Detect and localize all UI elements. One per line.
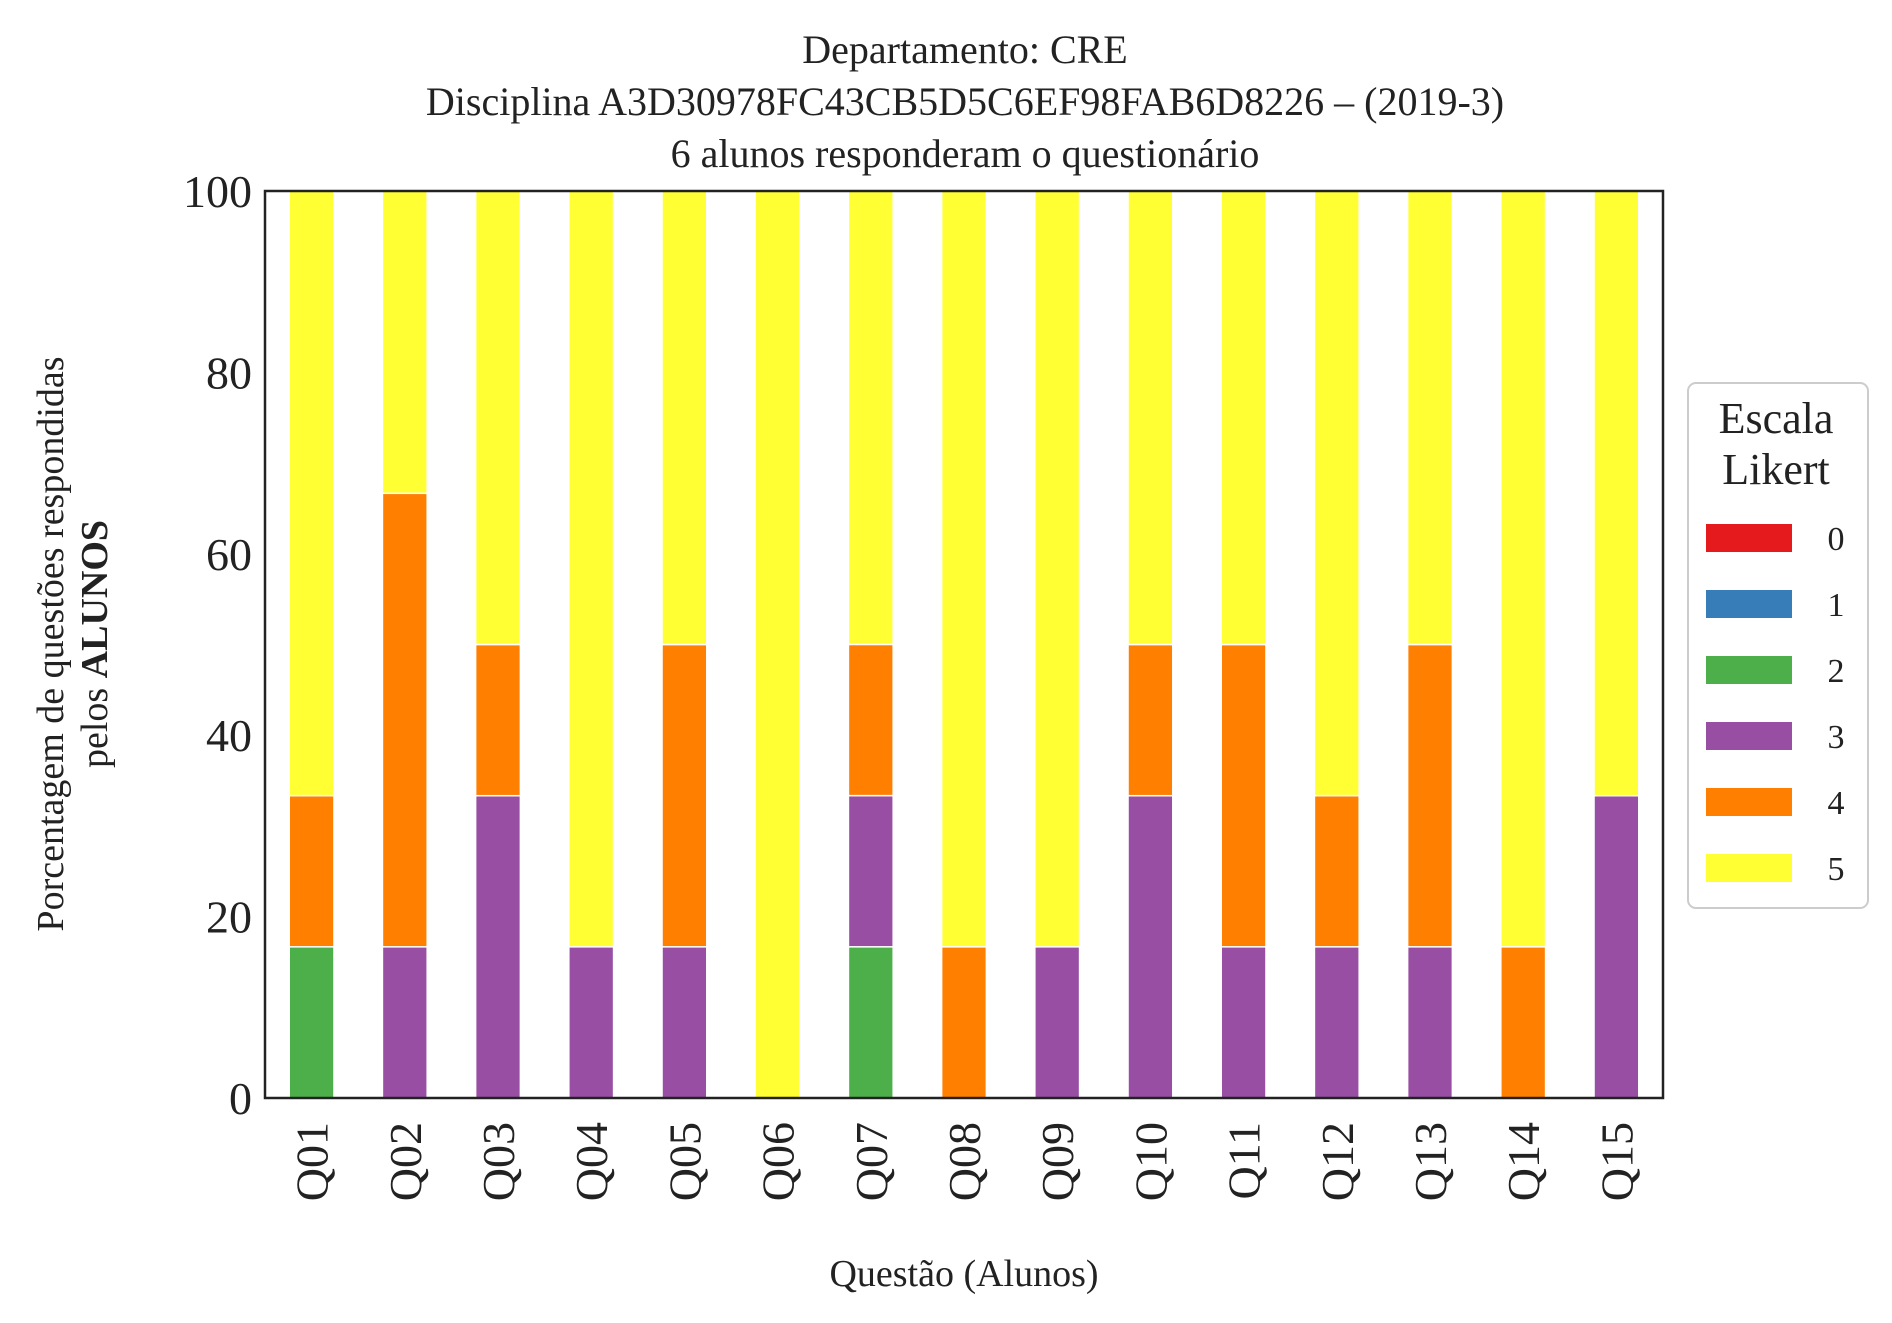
x-tick-label-q11: Q11 <box>1219 1122 1270 1200</box>
x-tick-label-q04: Q04 <box>566 1122 617 1201</box>
x-tick-label-q08: Q08 <box>939 1122 990 1201</box>
legend-swatch-0 <box>1706 524 1792 552</box>
bar-q14-likert-5 <box>1500 190 1547 948</box>
y-axis-label-prefix: pelos <box>74 678 116 768</box>
bar-q08-likert-4 <box>940 946 988 1099</box>
bar-q01-likert-4 <box>288 794 335 948</box>
bar-q03-likert-4 <box>474 643 522 797</box>
x-tick-label-q14: Q14 <box>1498 1122 1549 1201</box>
bar-q09-likert-3 <box>1034 946 1081 1099</box>
bar-q04-likert-3 <box>568 946 615 1099</box>
y-tick-label-80: 80 <box>206 347 252 398</box>
legend-swatch-2 <box>1706 656 1792 684</box>
legend-swatch-1 <box>1706 590 1792 618</box>
bar-q10-likert-5 <box>1127 190 1174 646</box>
bar-q13-likert-4 <box>1406 643 1454 948</box>
bar-q11-likert-3 <box>1220 946 1267 1099</box>
y-axis-label-bold: ALUNOS <box>74 520 116 678</box>
bar-q07-likert-2 <box>847 946 894 1099</box>
bar-q08-likert-5 <box>940 190 988 948</box>
legend-label-4: 4 <box>1828 785 1845 822</box>
legend-label-0: 0 <box>1828 521 1845 558</box>
x-tick-label-q03: Q03 <box>473 1122 524 1201</box>
bar-q03-likert-5 <box>474 190 522 646</box>
y-tick-label-20: 20 <box>206 892 252 943</box>
bar-q04-likert-5 <box>568 190 615 948</box>
legend-label-2: 2 <box>1828 653 1845 690</box>
y-tick-label-100: 100 <box>183 166 252 217</box>
x-tick-label-q09: Q09 <box>1032 1122 1083 1201</box>
bar-q02-likert-3 <box>381 946 428 1099</box>
x-tick-label-q13: Q13 <box>1405 1122 1456 1201</box>
bar-q05-likert-4 <box>661 643 708 948</box>
y-axis: 0 20 40 60 80 100 <box>183 166 252 1124</box>
bar-q01-likert-5 <box>288 190 335 797</box>
x-tick-label-q06: Q06 <box>753 1122 804 1201</box>
bar-q15-likert-5 <box>1593 190 1640 797</box>
title-line-2: Disciplina A3D30978FC43CB5D5C6EF98FAB6D8… <box>426 79 1504 124</box>
bar-q05-likert-3 <box>661 946 708 1099</box>
y-tick-label-0: 0 <box>229 1073 252 1124</box>
bar-q05-likert-5 <box>661 190 708 646</box>
bar-q10-likert-3 <box>1127 794 1174 1099</box>
bar-q14-likert-4 <box>1500 946 1547 1099</box>
bar-q06-likert-5 <box>754 190 801 1099</box>
x-tick-label-q07: Q07 <box>846 1122 897 1201</box>
y-tick-label-40: 40 <box>206 710 252 761</box>
bar-q12-likert-4 <box>1313 794 1360 948</box>
bar-q01-likert-2 <box>288 946 335 1099</box>
legend-label-1: 1 <box>1828 587 1845 624</box>
title-line-3: 6 alunos responderam o questionário <box>671 131 1260 176</box>
bar-q10-likert-4 <box>1127 643 1174 797</box>
y-axis-label: Porcentagem de questões respondidas pelo… <box>30 356 116 931</box>
legend: Escala Likert 0 1 2 3 4 5 <box>1687 382 1869 909</box>
bar-q07-likert-4 <box>847 643 894 797</box>
x-axis: Q01 Q02 Q03 Q04 Q05 Q06 Q07 Q08 Q09 Q10 Q11 Q12 Q13 Q… <box>287 1122 1643 1201</box>
x-tick-label-q12: Q12 <box>1312 1122 1363 1201</box>
legend-label-3: 3 <box>1828 719 1845 756</box>
x-tick-label-q05: Q05 <box>659 1122 710 1201</box>
legend-items: 0 1 2 3 4 5 <box>1706 521 1845 888</box>
legend-swatch-5 <box>1706 854 1792 882</box>
legend-box <box>1687 382 1869 909</box>
bar-q12-likert-5 <box>1313 190 1360 797</box>
y-axis-label-line-1: Porcentagem de questões respondidas <box>30 356 72 931</box>
y-tick-label-60: 60 <box>206 529 252 580</box>
bar-q12-likert-3 <box>1313 946 1360 1099</box>
legend-title-line-2: Likert <box>1722 445 1830 494</box>
bar-q11-likert-4 <box>1220 643 1267 948</box>
y-axis-label-line-2: pelos ALUNOS <box>74 520 116 768</box>
bar-q11-likert-5 <box>1220 190 1267 646</box>
plot-frame <box>263 189 1665 1100</box>
bar-q07-likert-5 <box>847 190 894 646</box>
legend-swatch-3 <box>1706 722 1792 750</box>
x-tick-label-q01: Q01 <box>287 1122 338 1201</box>
bar-q02-likert-4 <box>381 492 428 948</box>
bar-q09-likert-5 <box>1034 190 1081 948</box>
bars-group <box>288 190 1640 1099</box>
bar-q15-likert-3 <box>1593 794 1640 1099</box>
bar-q07-likert-3 <box>847 794 894 948</box>
legend-label-5: 5 <box>1828 851 1845 888</box>
bar-q03-likert-3 <box>474 794 522 1099</box>
legend-title-line-1: Escala <box>1719 394 1834 443</box>
x-tick-label-q15: Q15 <box>1591 1122 1642 1201</box>
legend-swatch-4 <box>1706 788 1792 816</box>
bar-q02-likert-5 <box>381 190 428 495</box>
chart-title: Departamento: CRE Disciplina A3D30978FC4… <box>426 27 1504 176</box>
title-line-1: Departamento: CRE <box>802 27 1127 72</box>
x-tick-label-q02: Q02 <box>380 1122 431 1201</box>
x-tick-label-q10: Q10 <box>1125 1122 1176 1201</box>
bar-q13-likert-5 <box>1406 190 1454 646</box>
bar-q13-likert-3 <box>1406 946 1454 1099</box>
x-axis-label: Questão (Alunos) <box>829 1253 1098 1295</box>
